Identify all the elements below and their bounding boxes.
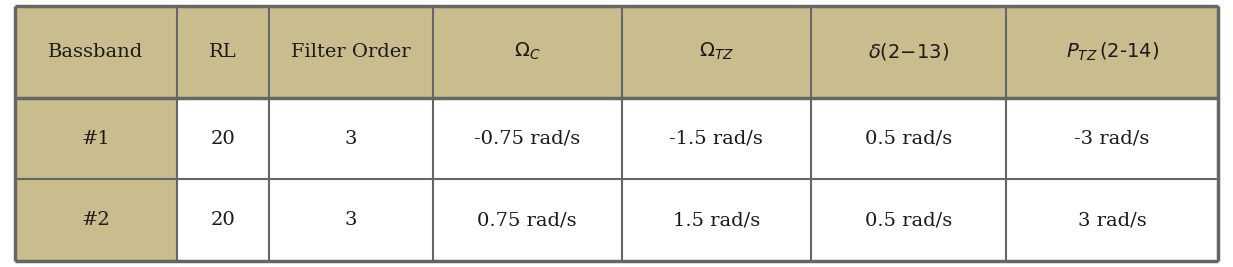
Bar [15,98,176,179]
Text: 20: 20 [211,129,236,148]
Bar [433,179,621,261]
Bar [621,98,810,179]
Bar [15,6,176,98]
Text: 20: 20 [211,211,236,229]
Bar [433,98,621,179]
Text: -0.75 rad/s: -0.75 rad/s [473,129,581,148]
Text: 0.5 rad/s: 0.5 rad/s [864,211,952,229]
Text: 1.5 rad/s: 1.5 rad/s [672,211,760,229]
Text: $\Omega_{TZ}$: $\Omega_{TZ}$ [699,41,734,62]
Bar [176,6,269,98]
Text: $\delta(2{-}13)$: $\delta(2{-}13)$ [868,41,949,62]
Bar [176,98,269,179]
Bar [433,6,621,98]
Text: Bassband: Bassband [48,43,143,61]
Bar [269,6,433,98]
Bar [621,6,810,98]
Bar [269,179,433,261]
Text: #1: #1 [81,129,110,148]
Text: 0.75 rad/s: 0.75 rad/s [477,211,577,229]
Bar [269,98,433,179]
Bar [621,179,810,261]
Text: 3: 3 [345,129,358,148]
Text: $P_{TZ}\,(2\text{-}14)$: $P_{TZ}\,(2\text{-}14)$ [1065,41,1159,63]
Text: 3 rad/s: 3 rad/s [1078,211,1147,229]
Text: 3: 3 [345,211,358,229]
Text: #2: #2 [81,211,110,229]
Bar [1006,98,1218,179]
Bar [15,179,176,261]
Bar [810,179,1006,261]
Bar [1006,179,1218,261]
Text: $\Omega_C$: $\Omega_C$ [514,41,540,62]
Text: Filter Order: Filter Order [291,43,411,61]
Bar [810,6,1006,98]
Text: 0.5 rad/s: 0.5 rad/s [864,129,952,148]
Text: RL: RL [210,43,237,61]
Bar [810,98,1006,179]
Bar [1006,6,1218,98]
Text: -3 rad/s: -3 rad/s [1074,129,1150,148]
Bar [176,179,269,261]
Text: -1.5 rad/s: -1.5 rad/s [670,129,763,148]
